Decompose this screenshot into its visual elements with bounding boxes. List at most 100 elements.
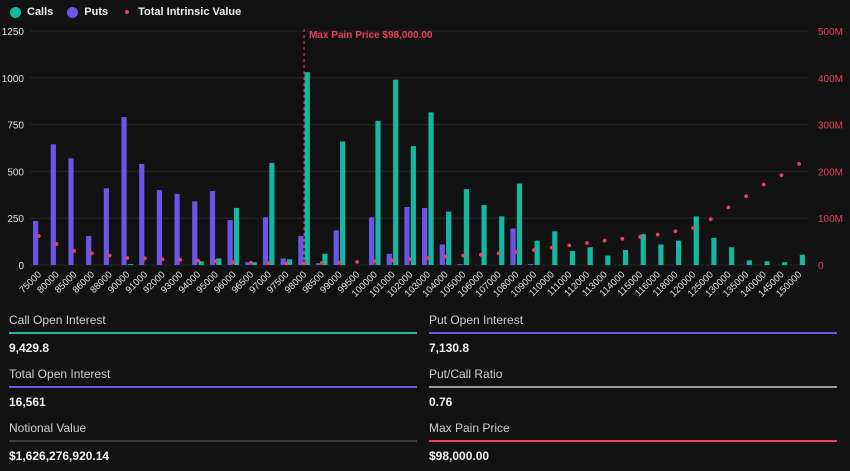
- intrinsic-point: [425, 256, 430, 260]
- call-bar: [605, 255, 611, 265]
- intrinsic-point: [249, 260, 253, 265]
- call-bar: [499, 216, 505, 265]
- intrinsic-point: [461, 253, 466, 258]
- call-bar: [446, 211, 452, 265]
- call-bar: [693, 216, 699, 265]
- stat-label: Put/Call Ratio: [429, 367, 503, 381]
- call-bar: [516, 183, 523, 265]
- intrinsic-point: [213, 259, 218, 264]
- legend-puts-label: Puts: [84, 6, 109, 18]
- call-bar: [481, 205, 487, 265]
- intrinsic-point: [231, 260, 236, 265]
- intrinsic-point: [355, 260, 360, 264]
- stat-value: 0.76: [429, 395, 453, 409]
- legend-puts[interactable]: Puts: [67, 6, 108, 18]
- put-bar: [528, 264, 534, 265]
- intrinsic-point: [620, 236, 625, 241]
- intrinsic-point: [496, 251, 501, 256]
- stat-total-open-interest: Total Open Interest 16,561: [9, 366, 417, 409]
- intrinsic-point: [372, 259, 377, 264]
- intrinsic-point: [726, 205, 731, 210]
- intrinsic-point: [655, 232, 660, 237]
- stat-label: Call Open Interest: [9, 313, 106, 327]
- put-bar: [121, 117, 127, 265]
- stat-value: 7,130.8: [429, 341, 470, 355]
- call-bar: [746, 260, 752, 265]
- y-tick-label-left: 1250: [2, 27, 25, 38]
- call-bar: [552, 231, 558, 265]
- y-tick-label-left: 250: [7, 214, 24, 225]
- put-bar: [68, 158, 74, 265]
- call-bar: [286, 259, 293, 265]
- call-bar: [587, 247, 593, 265]
- stat-notional-value: Notional Value $1,626,276,920.14: [9, 420, 417, 463]
- intrinsic-point: [478, 252, 483, 257]
- stat-put-open-interest: Put Open Interest 7,130.8: [429, 312, 837, 355]
- put-bar: [209, 191, 216, 265]
- put-bar: [174, 193, 180, 265]
- intrinsic-point: [72, 249, 77, 253]
- put-bar: [156, 190, 163, 265]
- put-bar: [262, 217, 269, 265]
- legend-intrinsic[interactable]: Total Intrinsic Value: [122, 6, 241, 18]
- put-bar: [386, 253, 392, 265]
- call-bar: [304, 72, 310, 266]
- stat-value: $98,000.00: [429, 449, 490, 463]
- y-tick-label-right: 400M: [818, 74, 843, 85]
- stat-label: Total Open Interest: [9, 367, 111, 381]
- call-bar: [375, 120, 381, 265]
- intrinsic-point: [178, 257, 183, 262]
- call-bar: [251, 262, 257, 265]
- legend-calls-label: Calls: [27, 6, 54, 18]
- stat-underline: [429, 332, 837, 334]
- call-bar: [569, 250, 576, 265]
- call-bar: [127, 264, 134, 265]
- put-bar: [280, 258, 286, 265]
- stat-underline: [9, 440, 417, 442]
- call-bar: [729, 247, 735, 265]
- intrinsic-point: [514, 249, 519, 254]
- intrinsic-point: [125, 256, 130, 260]
- intrinsic-point: [143, 256, 147, 261]
- call-bar: [711, 237, 717, 265]
- call-bar: [269, 162, 275, 265]
- intrinsic-point: [196, 258, 200, 263]
- stat-label: Max Pain Price: [429, 421, 510, 435]
- intrinsic-point: [761, 182, 766, 187]
- intrinsic-point: [107, 253, 112, 258]
- call-bar: [799, 254, 805, 265]
- put-bar: [510, 228, 516, 265]
- stat-max-pain-price: Max Pain Price $98,000.00: [429, 420, 837, 463]
- intrinsic-point: [337, 260, 342, 265]
- y-tick-label-right: 300M: [818, 121, 843, 132]
- stat-label: Notional Value: [9, 421, 87, 435]
- stat-label: Put Open Interest: [429, 313, 524, 327]
- intrinsic-point: [36, 234, 41, 238]
- intrinsic-point: [549, 245, 554, 250]
- call-bar: [393, 79, 399, 265]
- call-bar: [428, 112, 434, 265]
- call-bar: [216, 258, 222, 265]
- call-bar: [658, 244, 664, 265]
- put-bar: [50, 144, 56, 265]
- put-bar: [404, 206, 410, 265]
- put-bar: [86, 235, 92, 265]
- call-bar: [782, 262, 788, 265]
- intrinsic-point: [779, 173, 784, 178]
- intrinsic-point: [602, 238, 607, 243]
- stat-underline: [9, 386, 417, 388]
- y-tick-label-left: 0: [18, 261, 24, 272]
- intrinsic-point: [638, 235, 642, 239]
- y-tick-label-left: 750: [7, 121, 24, 132]
- puts-swatch-icon: [67, 6, 79, 18]
- put-bar: [33, 221, 39, 265]
- y-tick-label-right: 0: [818, 261, 824, 272]
- intrinsic-point: [390, 258, 395, 263]
- legend-calls[interactable]: Calls: [10, 6, 53, 18]
- put-bar: [333, 230, 339, 265]
- stat-underline: [429, 386, 837, 388]
- put-bar: [368, 217, 375, 265]
- put-bar: [315, 263, 322, 265]
- intrinsic-point: [532, 248, 536, 252]
- max-pain-label: Max Pain Price $98,000.00: [309, 30, 433, 41]
